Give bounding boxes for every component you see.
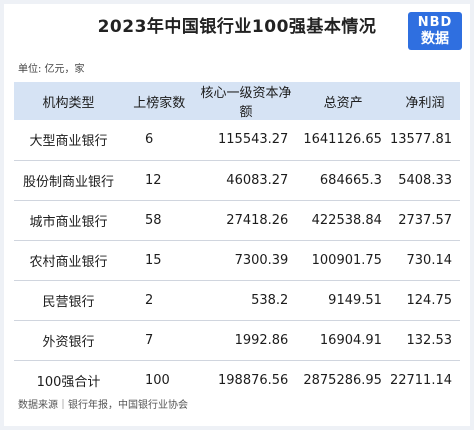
cell-core-capital: 7300.39 [234, 252, 289, 268]
cell-total-assets: 684665.3 [319, 172, 382, 188]
cell-net-profit: 132.53 [406, 332, 453, 348]
cell-core-capital: 538.2 [251, 292, 289, 308]
cell-total-assets: 2875286.95 [303, 372, 382, 388]
table-row: 大型商业银行 6 115543.27 1641126.65 13577.81 [14, 120, 460, 160]
cell-core-capital: 46083.27 [226, 172, 289, 188]
table-header-row: 机构类型 上榜家数 核心一级资本净额 总资产 净利润 [14, 82, 460, 120]
cell-net-profit: 730.14 [406, 252, 453, 268]
cell-core-capital: 115543.27 [218, 132, 289, 148]
nbd-logo: NBD 数据 [408, 12, 462, 50]
cell-core-capital: 27418.26 [226, 212, 289, 228]
header-count: 上榜家数 [133, 95, 186, 111]
page-title: 2023年中国银行业100强基本情况 [97, 17, 377, 37]
cell-core-capital: 198876.56 [218, 372, 289, 388]
cell-count: 100 [145, 372, 170, 388]
table-row: 农村商业银行 15 7300.39 100901.75 730.14 [14, 240, 460, 280]
cell-net-profit: 22711.14 [389, 372, 452, 388]
unit-note: 单位: 亿元，家 [18, 64, 85, 75]
cell-count: 7 [145, 332, 154, 348]
logo-line-2: 数据 [421, 31, 449, 47]
cell-count: 15 [145, 252, 162, 268]
cell-type: 外资银行 [42, 334, 95, 350]
cell-count: 2 [145, 292, 154, 308]
cell-net-profit: 2737.57 [398, 212, 452, 228]
table-row-total: 100强合计 100 198876.56 2875286.95 22711.14 [14, 360, 460, 400]
cell-total-assets: 100901.75 [311, 252, 382, 268]
bank-table: 机构类型 上榜家数 核心一级资本净额 总资产 净利润 大型商业银行 6 1155… [14, 82, 460, 400]
cell-count: 58 [145, 212, 162, 228]
cell-net-profit: 5408.33 [398, 172, 452, 188]
table-row: 民营银行 2 538.2 9149.51 124.75 [14, 280, 460, 320]
cell-total-assets: 422538.84 [311, 212, 382, 228]
table-row: 外资银行 7 1992.86 16904.91 132.53 [14, 320, 460, 360]
cell-count: 12 [145, 172, 162, 188]
cell-type: 股份制商业银行 [22, 174, 114, 190]
table-row: 股份制商业银行 12 46083.27 684665.3 5408.33 [14, 160, 460, 200]
cell-type: 民营银行 [42, 294, 95, 310]
cell-type: 大型商业银行 [29, 134, 108, 150]
infographic-card: 2023年中国银行业100强基本情况 NBD 数据 单位: 亿元，家 机构类型 … [4, 4, 470, 426]
cell-total-assets: 16904.91 [319, 332, 382, 348]
cell-type: 100强合计 [36, 374, 101, 390]
header-core-capital: 核心一级资本净额 [200, 86, 292, 120]
cell-type: 农村商业银行 [29, 254, 108, 270]
table-row: 城市商业银行 58 27418.26 422538.84 2737.57 [14, 200, 460, 240]
cell-count: 6 [145, 132, 154, 148]
header-type: 机构类型 [42, 95, 95, 111]
cell-net-profit: 13577.81 [389, 132, 452, 148]
header-net-profit: 净利润 [405, 95, 445, 111]
source-note: 数据来源｜银行年报，中国银行业协会 [18, 400, 188, 411]
cell-net-profit: 124.75 [406, 292, 453, 308]
logo-line-1: NBD [417, 15, 453, 30]
cell-total-assets: 9149.51 [328, 292, 382, 308]
header-total-assets: 总资产 [323, 95, 363, 111]
cell-type: 城市商业银行 [29, 214, 108, 230]
cell-total-assets: 1641126.65 [303, 132, 382, 148]
cell-core-capital: 1992.86 [234, 332, 289, 348]
